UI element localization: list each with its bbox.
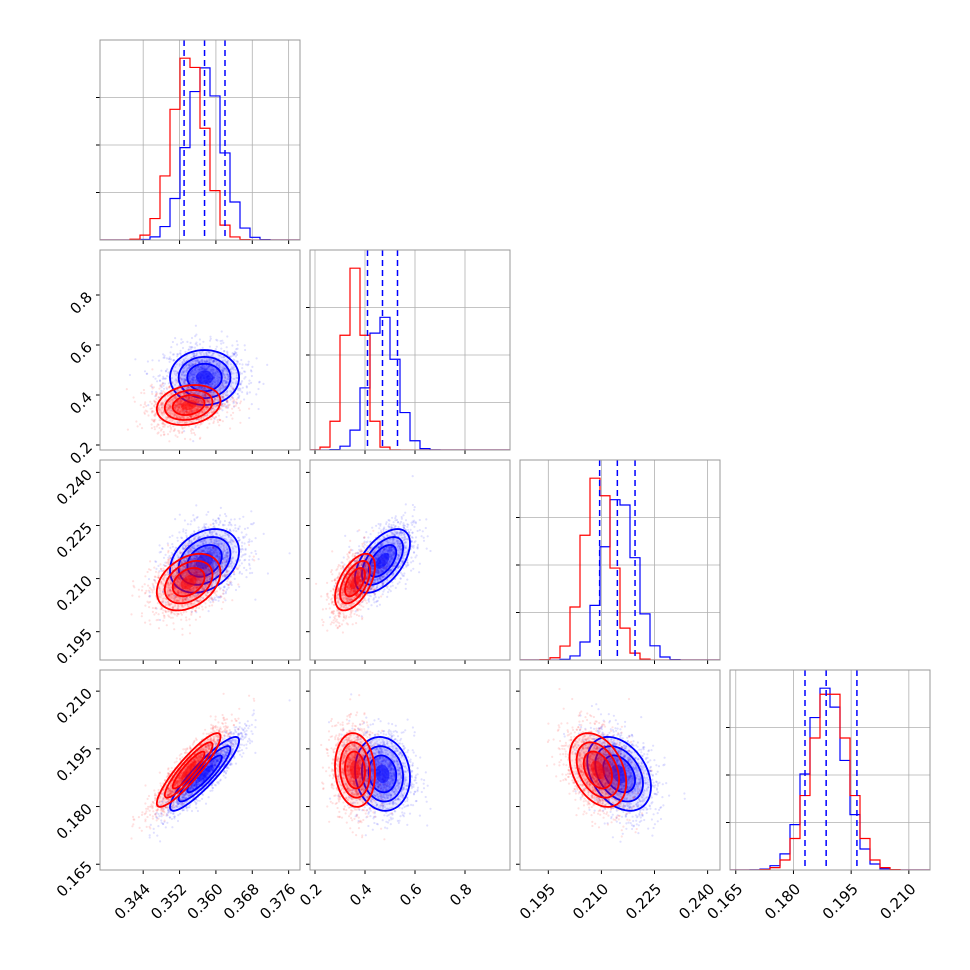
y-tick-label: 0.165 (53, 858, 96, 901)
panel-frame (99, 669, 301, 871)
contours-series-1 (155, 552, 222, 612)
panel-2-1 (306, 459, 511, 664)
y-tick-label: 0.180 (53, 800, 96, 843)
contours-series-1 (334, 732, 376, 808)
panel-3-3 (726, 669, 931, 874)
panel-0-0 (96, 39, 301, 244)
histogram-series-1 (310, 267, 510, 450)
contours-series-0 (169, 735, 241, 812)
x-tick-label: 0.4 (346, 880, 376, 910)
contour-level (195, 764, 214, 784)
y-tick-label: 0.240 (53, 466, 96, 509)
y-tick-label: 0.225 (53, 519, 96, 562)
panel-frame (99, 459, 301, 661)
y-tick-label: 0.8 (66, 288, 96, 318)
contour-level (180, 575, 197, 590)
panel-3-1 (306, 669, 511, 874)
x-tick-label: 0.195 (516, 880, 559, 923)
contour-level (350, 575, 360, 590)
y-tick-label: 0.210 (53, 572, 96, 615)
contours-series-0 (354, 735, 411, 812)
contours-series-1 (568, 732, 628, 808)
panel-frame (99, 249, 301, 451)
contour-level (375, 552, 390, 569)
contours-series-1 (334, 552, 376, 612)
x-tick-label: 0.352 (147, 880, 190, 923)
panel-2-0 (96, 459, 301, 664)
panel-1-0 (96, 249, 301, 454)
panel-frame (99, 39, 301, 241)
y-tick-label: 0.4 (66, 388, 96, 418)
x-tick-label: 0.2 (296, 880, 326, 910)
panel-3-0 (96, 669, 301, 874)
panel-2-2 (516, 459, 721, 664)
histogram-series-0 (730, 687, 930, 870)
contour-level (350, 760, 360, 780)
x-tick-label: 0.195 (819, 880, 862, 923)
x-tick-label: 0.344 (111, 880, 154, 923)
y-tick-label: 0.2 (66, 438, 96, 468)
histogram-series-1 (100, 57, 300, 240)
y-tick-label: 0.210 (53, 684, 96, 727)
x-tick-label: 0.210 (569, 880, 612, 923)
x-tick-label: 0.6 (396, 880, 426, 910)
panel-1-1 (306, 249, 511, 454)
x-tick-label: 0.8 (446, 880, 476, 910)
x-tick-label: 0.180 (761, 880, 804, 923)
contour-level (375, 764, 390, 784)
contour-level (180, 400, 197, 410)
panel-frame (519, 669, 721, 871)
contours-series-1 (155, 384, 222, 426)
contour-level (180, 760, 197, 780)
contours-series-1 (155, 732, 222, 808)
histogram-series-1 (730, 693, 930, 870)
panel-frame (729, 669, 931, 871)
x-tick-label: 0.376 (256, 880, 299, 923)
panel-frame (309, 459, 511, 661)
panel-frame (309, 669, 511, 871)
x-tick-label: 0.360 (184, 880, 227, 923)
y-tick-label: 0.6 (66, 338, 96, 368)
x-tick-label: 0.210 (876, 880, 919, 923)
panel-3-2 (516, 669, 721, 874)
x-tick-label: 0.368 (220, 880, 263, 923)
contour-level (590, 760, 605, 780)
y-tick-label: 0.195 (53, 625, 96, 668)
y-tick-label: 0.195 (53, 742, 96, 785)
x-tick-label: 0.225 (622, 880, 665, 923)
panel-frame (309, 249, 511, 451)
contour-level (195, 370, 214, 385)
panel-frame (519, 459, 721, 661)
